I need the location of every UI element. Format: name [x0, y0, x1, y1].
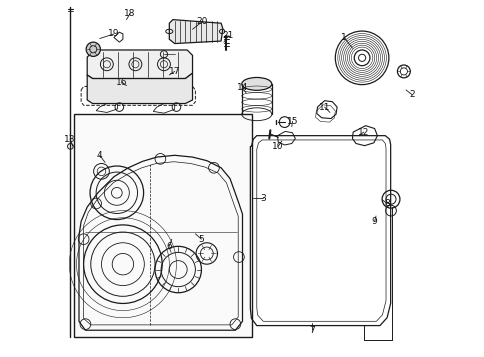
Text: 7: 7	[309, 326, 314, 335]
Text: 21: 21	[222, 31, 233, 40]
Text: 12: 12	[358, 127, 369, 137]
Text: 19: 19	[108, 29, 120, 39]
Polygon shape	[169, 20, 223, 44]
Text: 2: 2	[408, 90, 414, 99]
Text: 1: 1	[341, 33, 347, 42]
Text: 16: 16	[116, 77, 127, 87]
Bar	[74, 114, 252, 337]
Polygon shape	[87, 50, 192, 79]
Text: 9: 9	[371, 217, 377, 226]
Text: 8: 8	[383, 199, 389, 208]
Text: 20: 20	[197, 17, 208, 26]
Text: 4: 4	[97, 151, 102, 160]
Text: 17: 17	[168, 67, 180, 76]
Text: 5: 5	[198, 235, 204, 244]
Text: 11: 11	[318, 102, 330, 112]
Text: 10: 10	[272, 142, 283, 151]
Circle shape	[86, 42, 100, 56]
Ellipse shape	[242, 77, 271, 90]
Text: 6: 6	[166, 242, 172, 251]
Text: 18: 18	[124, 9, 136, 18]
Text: 3: 3	[260, 193, 266, 203]
Polygon shape	[87, 73, 192, 104]
Text: 13: 13	[64, 135, 76, 144]
Text: 15: 15	[286, 117, 298, 126]
Text: 14: 14	[236, 83, 248, 92]
